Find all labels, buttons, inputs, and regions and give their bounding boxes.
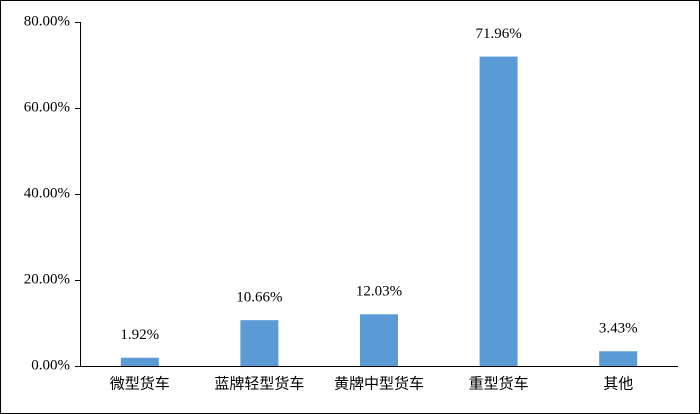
bar xyxy=(479,56,518,367)
data-label: 71.96% xyxy=(475,26,521,42)
y-tick-label: 80.00% xyxy=(24,13,70,29)
bar xyxy=(360,314,398,366)
y-tick-label: 0.00% xyxy=(31,357,70,373)
x-tick-label: 其他 xyxy=(603,375,633,392)
data-label: 12.03% xyxy=(356,284,402,300)
data-label: 3.43% xyxy=(599,321,638,337)
bar xyxy=(240,320,279,366)
bar xyxy=(120,357,159,366)
data-label: 10.66% xyxy=(236,290,282,306)
bar xyxy=(599,351,638,366)
x-tick-label: 重型货车 xyxy=(469,375,529,392)
x-tick-label: 微型货车 xyxy=(110,375,170,392)
x-tick-label: 蓝牌轻型货车 xyxy=(214,375,304,392)
x-tick-label: 黄牌中型货车 xyxy=(334,375,424,392)
y-tick-label: 20.00% xyxy=(24,271,70,287)
y-tick-label: 40.00% xyxy=(24,185,70,201)
data-label: 1.92% xyxy=(120,327,159,343)
y-tick-label: 60.00% xyxy=(24,99,70,115)
